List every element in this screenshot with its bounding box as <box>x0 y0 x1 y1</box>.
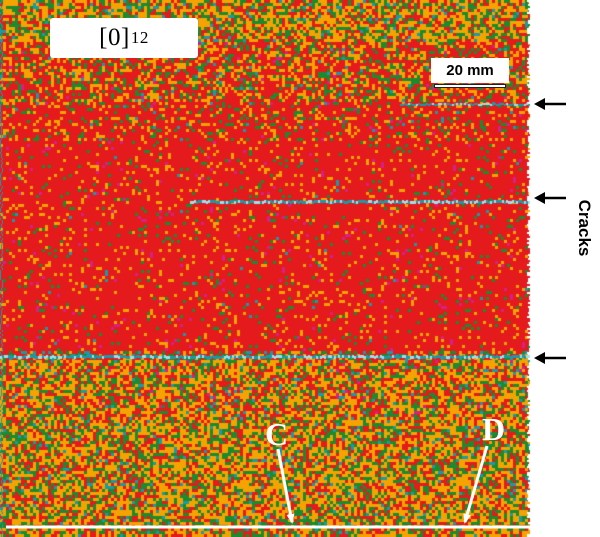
crack-arrow-icon <box>534 352 566 364</box>
cracks-label: Cracks <box>575 199 594 257</box>
point-d-label: D <box>482 411 506 447</box>
specimen-label-main: [0] <box>99 24 130 51</box>
damage-color-map <box>0 0 532 537</box>
scale-bar <box>434 84 506 88</box>
crack-arrow-icon <box>534 192 566 204</box>
crack-arrow-icon <box>534 98 566 110</box>
specimen-label: [0] 12 <box>50 18 198 58</box>
specimen-label-subscript: 12 <box>130 28 149 47</box>
ultrasonic-cscan-map <box>0 0 532 537</box>
scale-bar-label: 20 mm <box>431 58 509 83</box>
point-c-label: C <box>265 416 289 452</box>
